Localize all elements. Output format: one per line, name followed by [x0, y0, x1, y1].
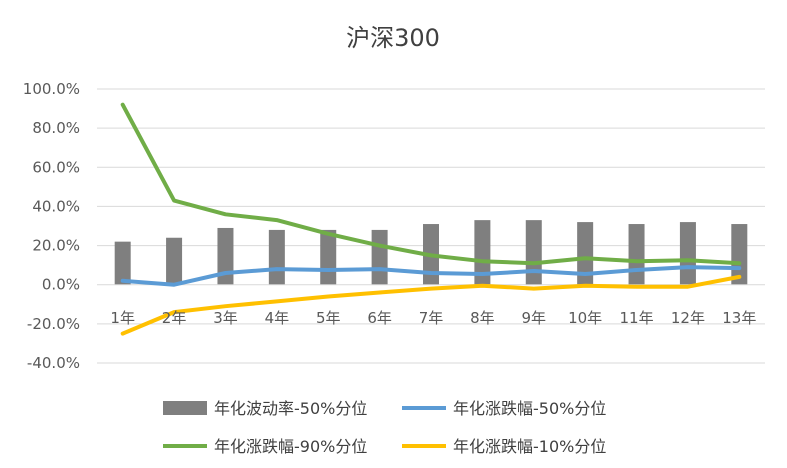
legend-label: 年化涨跌幅-90%分位	[214, 437, 367, 456]
x-axis-tick-labels: 1年 2年 3年 4年 5年 6年 7年 8年 9年 10年 11年 12年 13年	[110, 309, 756, 327]
line-series-group	[120, 102, 742, 336]
y-tick-label: 80.0%	[32, 119, 80, 137]
line-return-50pct	[120, 265, 742, 287]
legend-label: 年化涨跌幅-50%分位	[453, 399, 606, 418]
legend-label: 年化涨跌幅-10%分位	[453, 437, 606, 456]
y-tick-label: -40.0%	[27, 354, 80, 372]
x-tick-label: 3年	[213, 309, 238, 327]
bar-volatility-10	[577, 222, 594, 285]
bar-volatility-5	[320, 229, 337, 285]
bar-volatility-2	[166, 237, 183, 285]
bar-volatility-4	[268, 229, 285, 285]
legend-swatch	[163, 401, 207, 415]
chart-title: 沪深300	[346, 24, 440, 52]
y-tick-label: 20.0%	[32, 237, 80, 255]
bar-volatility-6	[371, 229, 388, 285]
y-tick-label: 60.0%	[32, 158, 80, 176]
y-tick-label: 0.0%	[42, 276, 80, 294]
y-tick-label: -20.0%	[27, 315, 80, 333]
bar-volatility-11	[628, 224, 645, 285]
x-tick-label: 8年	[470, 309, 495, 327]
bar-volatility-8	[474, 220, 491, 285]
bar-volatility-9	[525, 220, 542, 285]
y-tick-label: 100.0%	[23, 80, 80, 98]
y-axis-tick-labels: 100.0% 80.0% 60.0% 40.0% 20.0% 0.0% -20.0% -40.…	[23, 80, 80, 372]
x-tick-label: 5年	[316, 309, 341, 327]
y-tick-label: 40.0%	[32, 197, 80, 215]
x-tick-label: 11年	[619, 309, 653, 327]
bar-volatility-3	[217, 227, 234, 285]
x-tick-label: 7年	[419, 309, 444, 327]
x-tick-label: 2年	[162, 309, 187, 327]
x-tick-label: 12年	[671, 309, 705, 327]
bar-volatility-1	[114, 241, 131, 285]
x-tick-label: 6年	[367, 309, 392, 327]
bar-volatility-12	[679, 222, 696, 285]
legend-label: 年化波动率-50%分位	[214, 399, 367, 418]
x-tick-label: 10年	[568, 309, 602, 327]
x-tick-label: 4年	[265, 309, 290, 327]
x-tick-label: 13年	[722, 309, 756, 327]
x-tick-label: 9年	[521, 309, 546, 327]
line-return-10pct	[120, 274, 742, 336]
x-tick-label: 1年	[110, 309, 135, 327]
line-return-90pct	[120, 102, 742, 266]
